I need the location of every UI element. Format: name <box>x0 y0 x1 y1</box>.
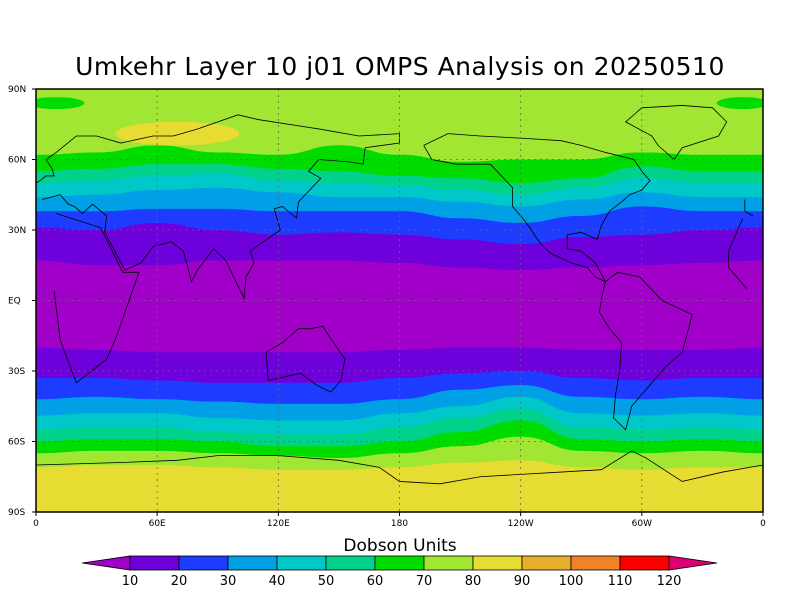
colorbar-swatch <box>227 555 278 571</box>
colorbar-level-label: 40 <box>269 574 286 589</box>
colorbar-level-label: 10 <box>122 574 139 589</box>
coastline <box>36 450 763 485</box>
colorbar-level-label: 120 <box>657 574 682 589</box>
lon-tick-label: 0 <box>33 519 39 529</box>
colorbar-swatch <box>374 555 425 571</box>
colorbar-level-label: 20 <box>171 574 188 589</box>
lon-tick-label: 180 <box>391 519 408 529</box>
colorbar-level-label: 50 <box>318 574 335 589</box>
coastline <box>624 105 728 160</box>
colorbar-swatch <box>521 555 572 571</box>
colorbar-swatch <box>276 555 327 571</box>
colorbar-swatch <box>325 555 376 571</box>
lat-tick-label: 90N <box>8 85 26 95</box>
colorbar-swatch <box>619 555 670 571</box>
colorbar-level-label: 90 <box>514 574 531 589</box>
contour-patch-pole <box>716 97 763 110</box>
contour-patch-high <box>115 121 240 146</box>
colorbar-arrow-low <box>81 555 131 571</box>
lat-tick-label: 90S <box>8 508 25 518</box>
colorbar-level-label: 70 <box>416 574 433 589</box>
colorbar-level-label: 100 <box>559 574 584 589</box>
colorbar-level-label: 30 <box>220 574 237 589</box>
colorbar-swatch <box>570 555 621 571</box>
colorbar-swatch <box>129 555 180 571</box>
lon-tick-label: 60E <box>149 519 166 529</box>
lat-tick-label: 30S <box>8 367 25 377</box>
coastline <box>36 114 754 300</box>
colorbar-level-label: 60 <box>367 574 384 589</box>
colorbar-level-label: 110 <box>608 574 633 589</box>
lon-tick-label: 0 <box>760 519 766 529</box>
coastline <box>423 133 651 283</box>
colorbar-title: Dobson Units <box>343 536 457 556</box>
colorbar-swatch <box>423 555 474 571</box>
colorbar-level-label: 80 <box>465 574 482 589</box>
lon-tick-label: 120W <box>508 519 534 529</box>
lon-tick-label: 60W <box>632 519 652 529</box>
lat-tick-label: 60S <box>8 438 25 448</box>
contour-patch-pole <box>36 97 85 110</box>
lat-tick-label: 60N <box>8 156 26 166</box>
coastline <box>53 213 748 384</box>
coastline <box>599 271 693 431</box>
colorbar-swatch <box>178 555 229 571</box>
lat-tick-label: EQ <box>8 297 21 307</box>
coastline <box>265 325 346 393</box>
map-title: Umkehr Layer 10 j01 OMPS Analysis on 202… <box>75 52 725 81</box>
lat-tick-label: 30N <box>8 226 26 236</box>
lon-tick-label: 120E <box>267 519 290 529</box>
colorbar-arrow-high <box>668 555 718 571</box>
colorbar-swatch <box>472 555 523 571</box>
